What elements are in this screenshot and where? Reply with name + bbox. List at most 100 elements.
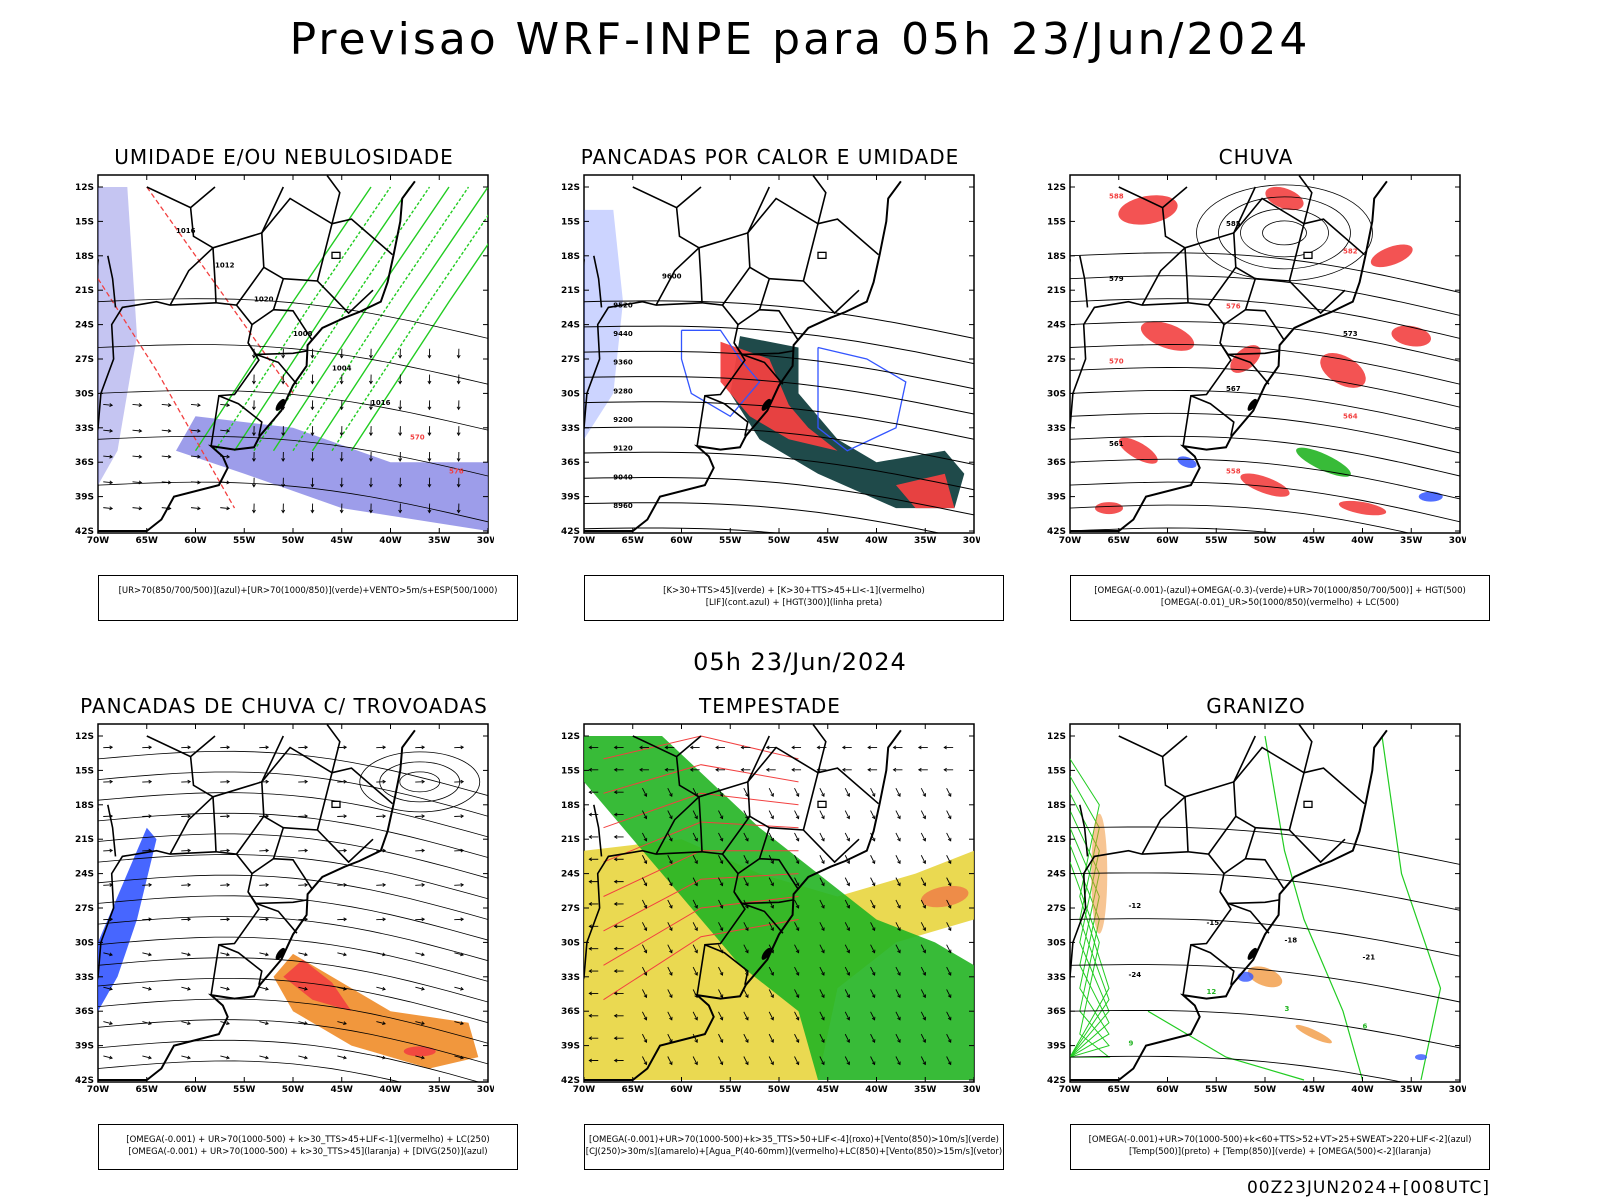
wind-arrow-head	[694, 1016, 698, 1021]
temp-label: -21	[1363, 954, 1376, 962]
wind-arrow-head	[922, 994, 927, 999]
pressure-contour	[98, 298, 488, 339]
wind-arrow	[895, 989, 901, 998]
stream-arrow-head	[382, 917, 387, 922]
lat-label: 30S	[561, 389, 580, 399]
wind-arrow-head	[897, 882, 901, 887]
wind-arrow-head	[456, 509, 461, 514]
lake	[761, 947, 772, 960]
stream-arrow-head	[226, 917, 231, 922]
wind-arrow	[844, 966, 850, 976]
stream-arrow-head	[187, 883, 192, 887]
map-content	[584, 724, 974, 1081]
wind-arrow-head	[897, 927, 901, 932]
wind-arrow	[844, 944, 850, 953]
coastline	[1070, 729, 1388, 1081]
wind-arrow-head	[669, 994, 673, 999]
lon-label: 70W	[87, 536, 110, 546]
pressure-label: 1016	[371, 399, 391, 407]
wind-arrow	[103, 455, 113, 458]
lat-label: 24S	[75, 870, 94, 880]
wind-arrow-head	[867, 767, 871, 772]
wind-arrow-head	[947, 927, 952, 932]
wind-arrow	[946, 944, 952, 953]
stream-arrow-head	[304, 745, 309, 750]
lon-label: 60W	[184, 536, 207, 546]
water-red-area	[921, 885, 969, 908]
border-line	[235, 815, 285, 859]
stream-arrow	[337, 986, 347, 990]
wind-arrow	[819, 922, 825, 931]
lat-label: 27S	[561, 355, 580, 365]
wind-arrow-head	[588, 767, 593, 772]
wind-arrow	[667, 787, 673, 797]
border-line	[1207, 815, 1257, 859]
main-title: Previsao WRF-INPE para 05h 23/Jun/2024	[289, 14, 1311, 65]
wind-arrow-head	[639, 767, 643, 772]
wind-arrow	[642, 832, 647, 842]
legend-line: [OMEGA(-0.01)_UR>50(1000/850)(vermelho) …	[1160, 598, 1400, 608]
stream-arrow-head	[109, 1021, 113, 1026]
wind-arrow-head	[943, 745, 947, 750]
wind-arrow-head	[694, 972, 698, 976]
wind-arrow-head	[765, 745, 770, 750]
wind-arrow-head	[846, 949, 850, 954]
wind-arrow-head	[613, 812, 618, 817]
wind-arrow-head	[226, 403, 231, 408]
lat-label: 12S	[1047, 183, 1066, 193]
wind-arrow-head	[456, 432, 461, 437]
wind-arrow-head	[369, 509, 373, 514]
lif-contour	[680, 329, 761, 418]
wind-arrow-head	[745, 1061, 749, 1066]
height-contour	[1070, 298, 1460, 339]
wind-arrow	[870, 1011, 876, 1021]
wind-arrow-head	[795, 994, 800, 999]
wind-arrow-head	[821, 994, 825, 999]
streamline	[98, 1060, 402, 1082]
wind-arrow	[768, 944, 774, 953]
wind-arrow-head	[643, 882, 648, 887]
wind-arrow	[718, 810, 723, 819]
lat-label: 21S	[75, 835, 94, 845]
wind-arrow	[692, 899, 698, 909]
wind-arrow-head	[588, 902, 593, 906]
wind-arrow-head	[795, 882, 800, 887]
stream-arrow-head	[109, 779, 114, 784]
wind-arrow-head	[613, 1058, 618, 1063]
border-line	[737, 857, 800, 891]
streamline	[98, 936, 488, 982]
wind-arrow	[819, 1056, 825, 1065]
border-line	[1219, 891, 1279, 905]
stream-arrow-head	[421, 1021, 425, 1026]
wind-arrow-head	[369, 406, 373, 411]
wind-arrow-head	[897, 860, 901, 865]
stream-arrow-head	[382, 952, 386, 957]
lat-label: 18S	[75, 801, 94, 811]
lat-label: 15S	[75, 217, 94, 227]
wind-arrow	[161, 481, 171, 484]
stream-arrow-head	[304, 814, 309, 819]
wind-arrow	[946, 922, 952, 931]
wind-arrow-head	[841, 745, 846, 750]
lon-label: 60W	[670, 536, 693, 546]
stream-arrow-head	[148, 745, 153, 750]
wind-arrow-head	[456, 406, 461, 411]
wind-arrow-head	[588, 1013, 593, 1018]
wind-arrow-head	[167, 454, 172, 459]
wind-arrow-head	[398, 380, 403, 385]
wind-arrow-head	[427, 509, 432, 514]
wind-arrow	[819, 966, 825, 976]
stream-arrow-head	[382, 814, 387, 819]
wind-arrow	[718, 922, 723, 931]
wind-arrow-head	[897, 1016, 901, 1021]
wind-arrow-head	[613, 991, 618, 996]
wind-arrow	[190, 403, 201, 406]
lake	[761, 398, 772, 411]
wind-arrow-head	[643, 1016, 648, 1021]
stream-arrow-head	[265, 883, 270, 887]
lat-label: 18S	[561, 252, 580, 262]
wind-arrow-head	[719, 1061, 724, 1066]
lat-label: 27S	[561, 904, 580, 914]
wind-arrow-head	[770, 994, 774, 999]
border-line	[247, 891, 307, 905]
